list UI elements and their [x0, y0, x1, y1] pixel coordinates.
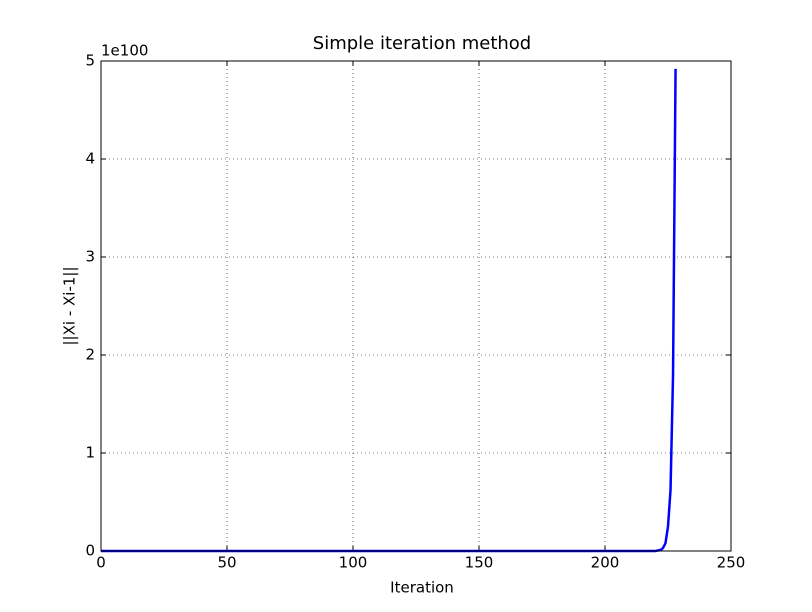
plot-frame — [100, 60, 732, 552]
y-tick-label: 5 — [85, 52, 95, 70]
y-axis-label: ||Xi - Xi-1|| — [61, 266, 79, 345]
x-tick-label: 200 — [591, 554, 620, 572]
x-axis-label: Iteration — [390, 579, 454, 597]
x-tick-label: 0 — [96, 554, 106, 572]
y-tick-label: 1 — [85, 444, 95, 462]
x-tick-label: 150 — [465, 554, 494, 572]
x-tick-label: 250 — [717, 554, 746, 572]
y-offset-label: 1e100 — [101, 42, 148, 60]
chart-title: Simple iteration method — [313, 33, 531, 54]
y-tick-label: 2 — [85, 346, 95, 364]
x-tick-label: 100 — [339, 554, 368, 572]
x-tick-label: 50 — [217, 554, 236, 572]
y-tick-label: 3 — [85, 248, 95, 266]
y-tick-label: 0 — [85, 542, 95, 560]
y-tick-label: 4 — [85, 150, 95, 168]
